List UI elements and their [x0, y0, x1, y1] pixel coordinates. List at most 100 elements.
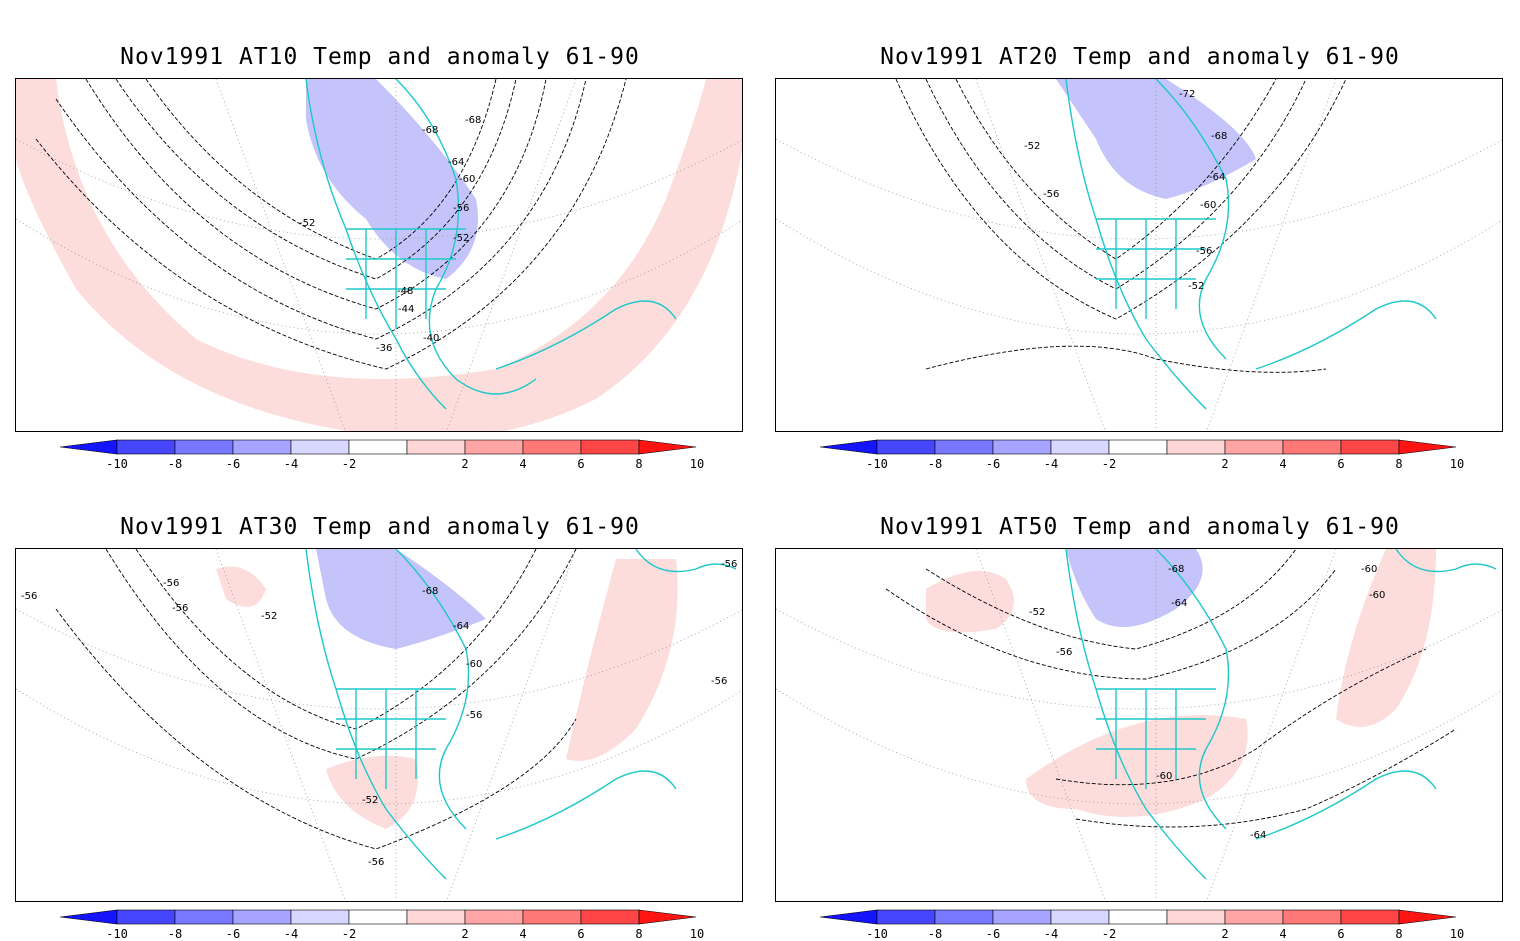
- contour-label: -52: [1024, 141, 1040, 152]
- colorbar-tick-label: 8: [635, 457, 643, 471]
- contour-label: -56: [721, 559, 737, 570]
- colorbar-swatch: [290, 439, 350, 455]
- graticule: [776, 549, 1502, 901]
- warm-anomaly-region: [1336, 549, 1436, 727]
- colorbar-swatch: [1166, 439, 1226, 455]
- contour-labels: -72 -68 -64 -60 -56 -52 -56 -52: [1024, 89, 1227, 292]
- colorbar-arrow-right: [638, 439, 697, 455]
- colorbar-swatch: [406, 439, 466, 455]
- colorbar-swatch: [174, 439, 234, 455]
- colorbar-tick-label: 8: [635, 927, 643, 941]
- colorbar-swatch: [232, 439, 292, 455]
- colorbar-swatch: [522, 439, 582, 455]
- contour-label: -64: [453, 621, 469, 632]
- panel-at10: Nov1991 AT10 Temp and anomaly 61-90: [0, 0, 760, 471]
- colorbar-swatch: [1108, 439, 1168, 455]
- colorbar: [60, 439, 697, 455]
- panel-title: Nov1991 AT20 Temp and anomaly 61-90: [880, 44, 1400, 70]
- contour-label: -60: [1200, 200, 1216, 211]
- colorbar-swatch: [1050, 909, 1110, 925]
- contour-label: -52: [1188, 281, 1204, 292]
- contour-label: -64: [1171, 598, 1187, 609]
- colorbar-tick-label: -8: [167, 927, 183, 941]
- graticule: [16, 549, 742, 901]
- colorbar-tick-label: 4: [1279, 927, 1287, 941]
- map-at50: -68 -64 -52 -56 -60 -60 -60 -64: [776, 549, 1502, 901]
- colorbar-tick-label: 10: [1449, 457, 1465, 471]
- colorbar-swatch: [992, 439, 1052, 455]
- contour-label: -64: [448, 157, 464, 168]
- colorbar-arrow-right: [1398, 909, 1457, 925]
- colorbar-swatch: [876, 439, 936, 455]
- contour-label: -56: [163, 578, 179, 589]
- cold-anomaly-region: [316, 549, 486, 649]
- contour-label: -64: [1250, 830, 1266, 841]
- colorbar-swatch: [1340, 909, 1400, 925]
- map-frame: -56 -56 -52 -68 -64 -60 -56 -52 -56 -56 …: [15, 548, 743, 902]
- colorbar-tick-label: -10: [106, 457, 128, 471]
- colorbar-tick-label: 10: [689, 927, 705, 941]
- contour-label: -60: [459, 174, 475, 185]
- colorbar-tick-label: 2: [461, 457, 469, 471]
- colorbar-swatch: [1224, 909, 1284, 925]
- contour-label: -60: [1369, 590, 1385, 601]
- colorbar-tick-label: 6: [577, 927, 585, 941]
- colorbar-swatch: [934, 439, 994, 455]
- colorbar: [820, 909, 1457, 925]
- colorbar-tick-label: -2: [1101, 457, 1117, 471]
- coastlines: [1065, 79, 1437, 410]
- colorbar-swatch: [232, 909, 292, 925]
- panel-at20: Nov1991 AT20 Temp and anomaly 61-90: [760, 0, 1520, 471]
- panel-title: Nov1991 AT50 Temp and anomaly 61-90: [880, 514, 1400, 540]
- temperature-contours: [885, 549, 1457, 828]
- colorbar-tick-label: 4: [519, 927, 527, 941]
- contour-label: -52: [299, 218, 315, 229]
- contour-label: -60: [1361, 564, 1377, 575]
- warm-anomaly-region: [566, 559, 678, 761]
- warm-anomaly-region: [326, 755, 418, 829]
- cold-anomaly-region: [1066, 549, 1203, 627]
- contour-label: -56: [21, 591, 37, 602]
- colorbar-tick-label: 2: [1221, 457, 1229, 471]
- contour-label: -56: [1196, 246, 1212, 257]
- colorbar: [820, 439, 1457, 455]
- contour-labels: -56 -56 -52 -68 -64 -60 -56 -52 -56 -56 …: [21, 559, 737, 868]
- colorbar-tick-label: -10: [866, 457, 888, 471]
- colorbar-arrow-left: [60, 439, 118, 455]
- colorbar-swatch: [464, 439, 524, 455]
- contour-label: -56: [711, 676, 727, 687]
- contour-label: -40: [423, 333, 439, 344]
- colorbar-tick-label: -10: [866, 927, 888, 941]
- colorbar-tick-label: 2: [461, 927, 469, 941]
- colorbar-tick-label: 4: [1279, 457, 1287, 471]
- contour-label: -56: [466, 710, 482, 721]
- colorbar-arrow-right: [1398, 439, 1457, 455]
- colorbar-swatch: [348, 439, 408, 455]
- contour-label: -52: [362, 795, 378, 806]
- colorbar-tick-label: -2: [1101, 927, 1117, 941]
- contour-label: -72: [1179, 89, 1195, 100]
- contour-label: -52: [453, 233, 469, 244]
- colorbar-swatch: [992, 909, 1052, 925]
- colorbar-tick-label: 6: [1337, 457, 1345, 471]
- map-frame: -68 -64 -52 -56 -60 -60 -60 -64: [775, 548, 1503, 902]
- colorbar-tick-label: -10: [106, 927, 128, 941]
- colorbar-swatch: [174, 909, 234, 925]
- colorbar-tick-label: 8: [1395, 927, 1403, 941]
- contour-label: -48: [397, 286, 413, 297]
- contour-label: -52: [1029, 607, 1045, 618]
- contour-label: -68: [422, 125, 438, 136]
- contour-label: -36: [376, 343, 392, 354]
- warm-anomaly-region: [216, 566, 266, 607]
- contour-label: -68: [465, 115, 481, 126]
- map-at30: -56 -56 -52 -68 -64 -60 -56 -52 -56 -56 …: [16, 549, 742, 901]
- colorbar-tick-label: -8: [167, 457, 183, 471]
- colorbar-tick-label: -6: [225, 927, 241, 941]
- colorbar-tick-label: 2: [1221, 927, 1229, 941]
- panel-title: Nov1991 AT30 Temp and anomaly 61-90: [120, 514, 640, 540]
- contour-label: -68: [1168, 564, 1184, 575]
- contour-label: -56: [453, 203, 469, 214]
- colorbar-tick-label: -4: [1043, 927, 1059, 941]
- colorbar-tick-label: 8: [1395, 457, 1403, 471]
- colorbar-arrow-left: [60, 909, 118, 925]
